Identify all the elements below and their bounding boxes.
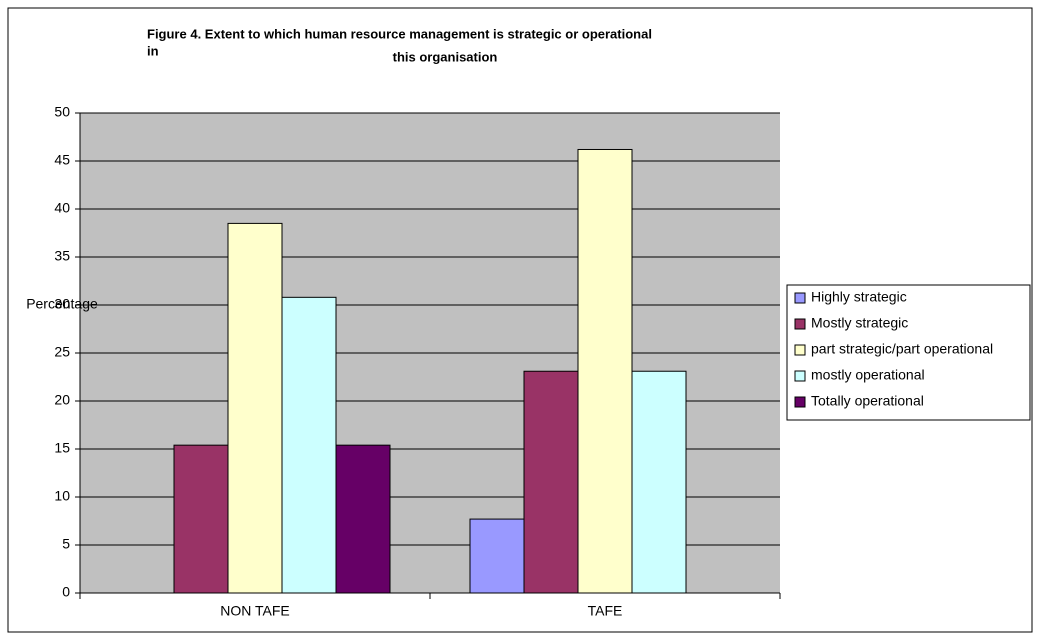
y-tick-label: 35 (54, 248, 70, 264)
y-axis-label: Percentage (26, 296, 98, 312)
legend-label: mostly operational (811, 367, 925, 383)
legend-swatch (794, 292, 806, 304)
bar (281, 296, 337, 594)
bar (523, 370, 579, 594)
y-tick-label: 40 (54, 200, 70, 216)
chart-title: Figure 4. Extent to which human resource… (147, 26, 652, 41)
bar (577, 148, 633, 594)
x-tick-label: TAFE (588, 603, 623, 619)
y-tick-label: 30 (54, 296, 70, 312)
bar (227, 222, 283, 594)
legend-box (786, 284, 1031, 421)
x-tick-label: NON TAFE (220, 603, 290, 619)
legend-label: Mostly strategic (811, 315, 908, 331)
legend-label: Highly strategic (811, 289, 907, 305)
y-tick-label: 5 (62, 536, 70, 552)
y-tick-label: 0 (62, 584, 70, 600)
bar (469, 518, 525, 594)
y-tick-label: 15 (54, 440, 70, 456)
y-tick-label: 10 (54, 488, 70, 504)
y-tick-label: 25 (54, 344, 70, 360)
legend-label: part strategic/part operational (811, 341, 993, 357)
bar (631, 370, 687, 594)
chart-title: this organisation (393, 49, 498, 64)
y-tick-label: 45 (54, 152, 70, 168)
chart-title: in (147, 43, 159, 58)
legend-swatch (794, 344, 806, 356)
legend-swatch (794, 396, 806, 408)
y-tick-label: 50 (54, 104, 70, 120)
bar (335, 444, 391, 594)
bar (173, 444, 229, 594)
y-tick-label: 20 (54, 392, 70, 408)
legend-label: Totally operational (811, 393, 924, 409)
legend-swatch (794, 370, 806, 382)
legend-swatch (794, 318, 806, 330)
